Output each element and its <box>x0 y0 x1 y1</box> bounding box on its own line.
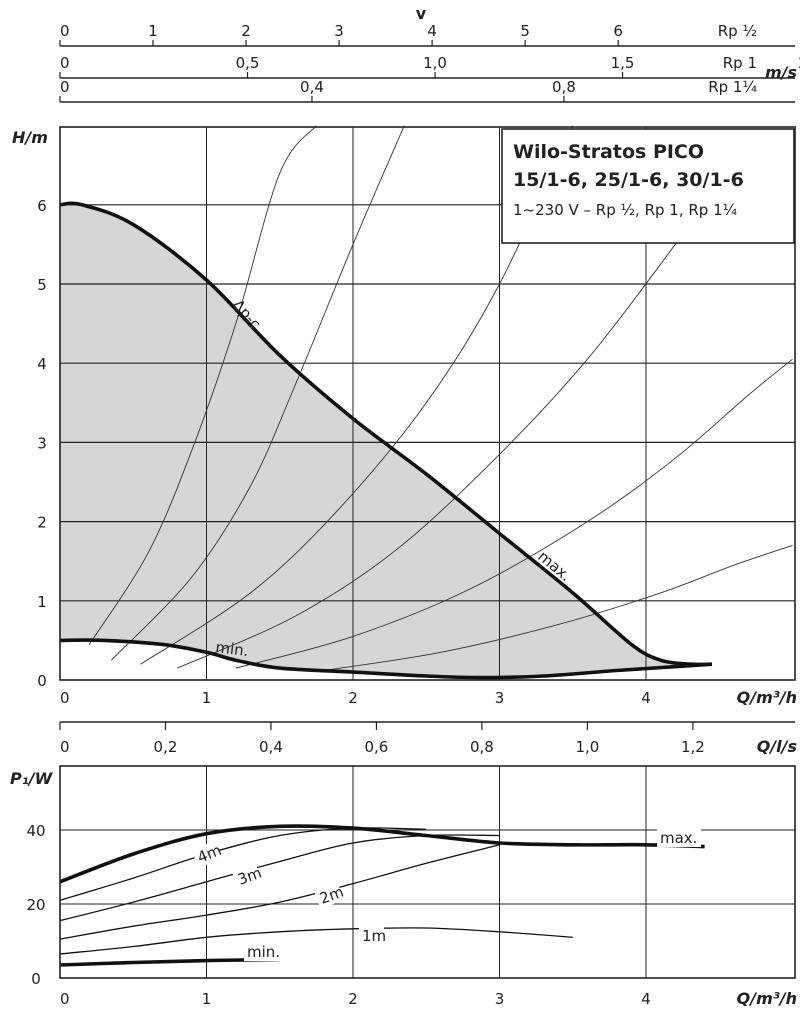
power-y-tick-0: 0 <box>31 970 41 988</box>
power-series-0-label-group: max. <box>657 828 701 847</box>
pump-y-tick-1: 1 <box>37 593 47 611</box>
chart-title: Wilo-Stratos PICO <box>513 141 704 163</box>
power-x-tick-4: 4 <box>641 990 651 1008</box>
power-series-4-label-group: 1m <box>359 926 386 945</box>
power-series-2-label-bg <box>232 863 263 890</box>
velocity-tick-label-2-0: 0 <box>60 78 70 96</box>
pump-y-tick-0: 0 <box>37 672 47 690</box>
velocity-tick-label-1-3: 1,5 <box>611 54 635 72</box>
power-series-1-label: 4m <box>195 841 224 867</box>
power-series-1-label-bg <box>191 840 222 868</box>
power-x-tick-2: 2 <box>348 990 358 1008</box>
series-min-label: min. <box>215 638 250 660</box>
system-curve-3 <box>177 172 727 669</box>
flow-ls-axis: 0 0,2 0,4 0,6 0,8 1,0 1,2 <box>59 721 795 756</box>
power-curve-grid <box>60 766 795 978</box>
power-y-tick-2: 40 <box>26 822 45 840</box>
series-min-line <box>59 638 712 680</box>
velocity-tick-label-0-4: 4 <box>427 22 437 40</box>
system-curve-5 <box>323 544 793 671</box>
power-series-3-line <box>59 844 500 940</box>
velocity-tick-label-0-5: 5 <box>520 22 530 40</box>
power-y-tick-1: 20 <box>26 896 45 914</box>
flow-ls-tick-label-2: 0,4 <box>259 738 283 756</box>
flow-ls-label: Q/l/s <box>757 737 797 756</box>
pump-x-tick-3: 3 <box>495 689 505 707</box>
power-series-5-label: min. <box>247 943 280 961</box>
operating-range-area <box>60 203 712 678</box>
velocity-tick-label-2-2: 0,8 <box>552 78 576 96</box>
velocity-axis-name-0: Rp ½ <box>718 22 757 40</box>
velocity-tick-label-0-6: 6 <box>613 22 623 40</box>
system-curve-0 <box>88 125 317 645</box>
velocity-axis-name-2: Rp 1¼ <box>708 78 757 96</box>
title-box: Wilo-Stratos PICO 15/1-6, 25/1-6, 30/1-6… <box>501 128 795 244</box>
velocity-tick-label-0-2: 2 <box>241 22 251 40</box>
velocity-tick-label-0-3: 3 <box>334 22 344 40</box>
pump-y-tick-6: 6 <box>37 197 47 215</box>
pump-y-tick-2: 2 <box>37 514 47 532</box>
system-curve-1 <box>110 125 405 661</box>
pump-y-tick-5: 5 <box>37 276 47 294</box>
flow-ls-tick-label-4: 0,8 <box>470 738 494 756</box>
pump-x-tick-2: 2 <box>348 689 358 707</box>
flow-ls-tick-label-1: 0,2 <box>154 738 178 756</box>
velocity-tick-label-2-1: 0,4 <box>300 78 324 96</box>
velocity-axis-title: v <box>416 4 427 23</box>
chart-title-models: 15/1-6, 25/1-6, 30/1-6 <box>513 169 744 191</box>
chart-subtitle: 1~230 V – Rp ½, Rp 1, Rp 1¼ <box>513 201 738 219</box>
pump-curve-frame <box>59 126 796 681</box>
power-x-tick-1: 1 <box>202 990 212 1008</box>
velocity-tick-label-0-0: 0 <box>60 22 70 40</box>
pump-curve-grid <box>60 127 795 680</box>
power-series-2-line <box>59 834 500 922</box>
power-series-4-line <box>59 927 573 955</box>
pump-y-tick-4: 4 <box>37 355 47 373</box>
pump-curve-ticks: 0 1 2 3 4 0 1 2 3 4 5 6 <box>37 197 651 707</box>
velocity-tick-label-1-1: 0,5 <box>236 54 260 72</box>
velocity-tick-label-1-0: 0 <box>60 54 70 72</box>
flow-ls-tick-label-6: 1,2 <box>681 738 705 756</box>
power-series-3-label-group: 2m <box>314 882 346 909</box>
system-curves <box>88 125 793 671</box>
power-series-3-label-bg <box>314 882 345 909</box>
power-curve-frame <box>59 765 796 979</box>
power-x-tick-0: 0 <box>60 990 70 1008</box>
power-x-tick-3: 3 <box>495 990 505 1008</box>
pump-curve-ylabel: H/m <box>12 128 48 147</box>
power-curve-xlabel: Q/m³/h <box>737 989 797 1008</box>
velocity-tick-label-0-1: 1 <box>148 22 158 40</box>
system-curve-4 <box>235 358 793 669</box>
velocity-axis-unit: m/s <box>765 63 797 82</box>
power-series-4-label-bg <box>359 926 384 945</box>
pump-x-tick-4: 4 <box>641 689 651 707</box>
power-series-0-label-bg <box>657 828 701 847</box>
velocity-tick-label-1-4: 2,0 <box>798 54 800 72</box>
power-series-1-label-group: 4m <box>191 840 224 868</box>
power-series-1-line <box>59 827 427 901</box>
pump-x-tick-0: 0 <box>60 689 70 707</box>
pump-x-tick-1: 1 <box>202 689 212 707</box>
power-series-0-line <box>59 824 705 884</box>
velocity-tick-label-1-2: 1,0 <box>423 54 447 72</box>
pump-y-tick-3: 3 <box>37 434 47 452</box>
power-series-5-label-bg <box>244 942 288 961</box>
flow-ls-tick-label-3: 0,6 <box>365 738 389 756</box>
flow-ls-tick-label-0: 0 <box>60 738 70 756</box>
power-curve-ylabel: P₁/W <box>10 769 54 788</box>
power-series-4-label: 1m <box>362 927 386 945</box>
series-max-line <box>59 201 712 667</box>
power-series-0-label: max. <box>660 829 697 847</box>
power-series-5-label-group: min. <box>244 942 288 961</box>
pump-curve-xlabel: Q/m³/h <box>737 688 797 707</box>
velocity-axis-name-1: Rp 1 <box>723 54 757 72</box>
flow-ls-tick-label-5: 1,0 <box>575 738 599 756</box>
